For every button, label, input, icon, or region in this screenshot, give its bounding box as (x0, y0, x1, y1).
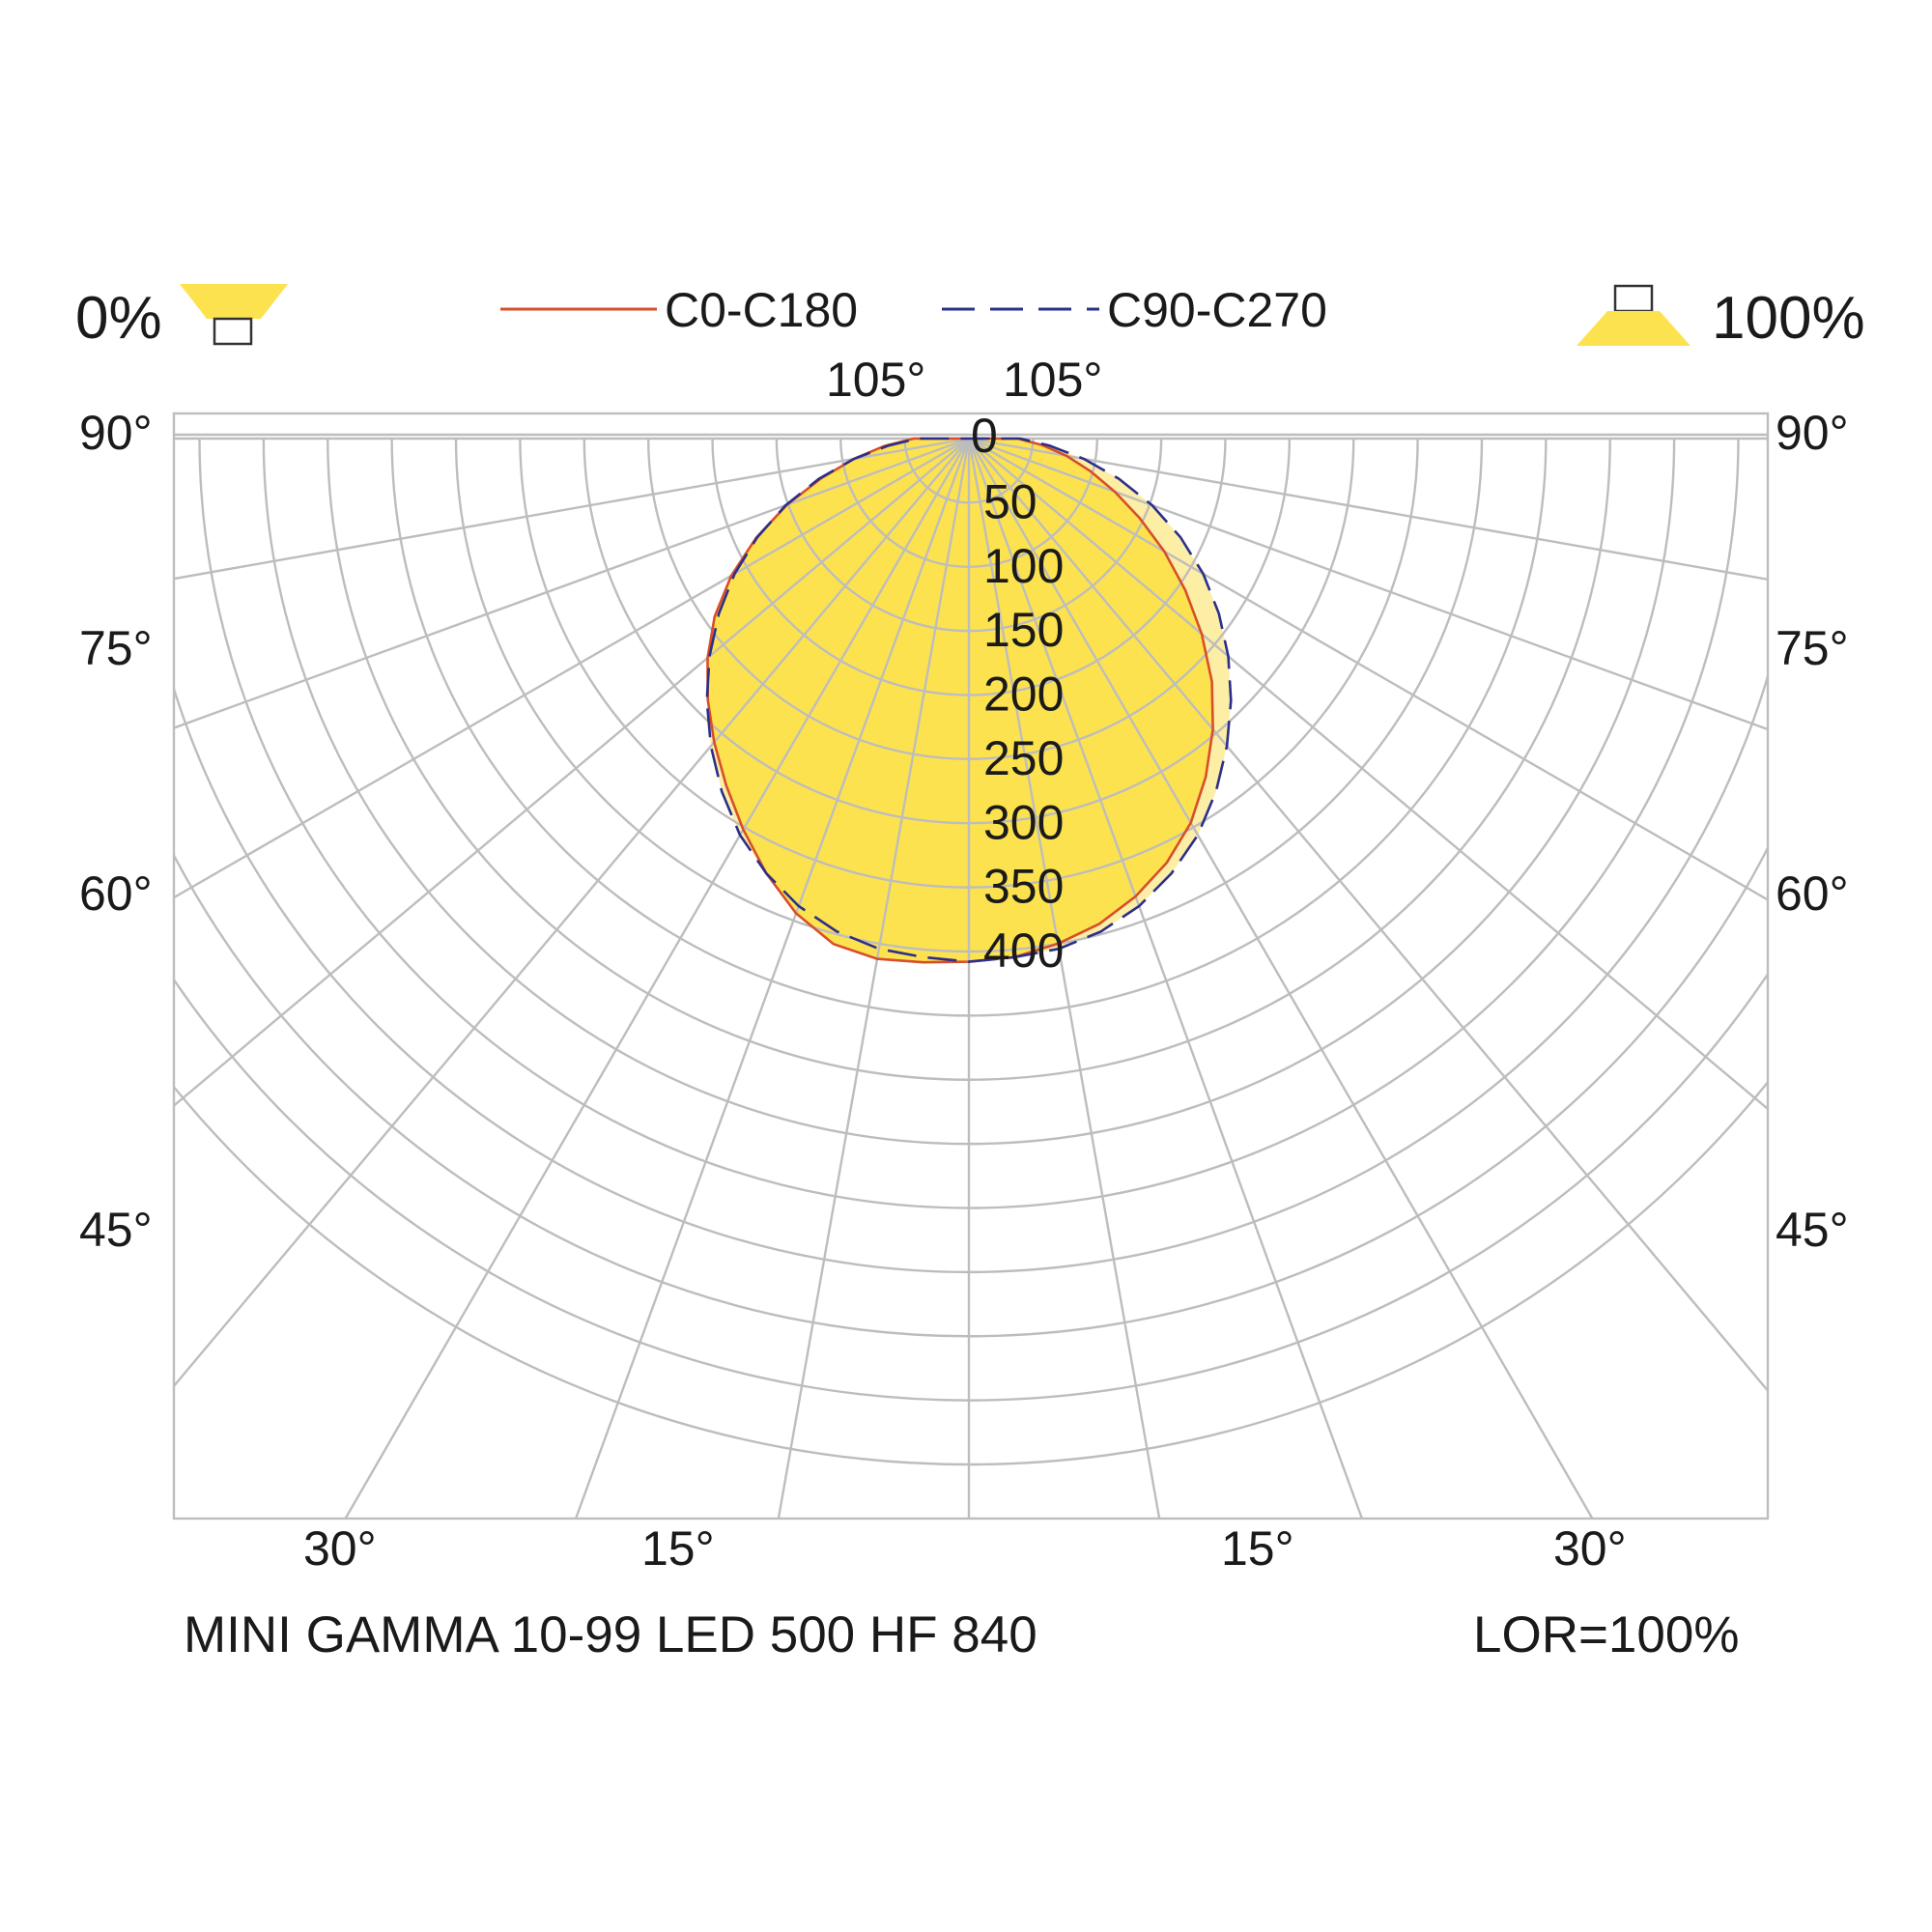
angle-label-bottom-30-right: 30° (1553, 1521, 1627, 1576)
luminaire-name: MINI GAMMA 10-99 LED 500 HF 840 (184, 1606, 1037, 1663)
radial-tick-label-300: 300 (983, 795, 1064, 849)
grid-spoke-10 (967, 438, 1161, 1519)
grid-spoke-50 (968, 438, 1768, 1111)
radial-tick-label-100: 100 (983, 539, 1064, 593)
polar-grid (174, 437, 1768, 1519)
angle-label-bottom-15-left: 15° (641, 1521, 715, 1576)
radial-tick-label-0: 0 (971, 409, 998, 463)
radial-tick-label-50: 50 (983, 474, 1037, 528)
grid-spoke--70 (174, 437, 970, 729)
radial-tick-labels: 0 50 100 150 200 250 300 350 400 (971, 409, 1064, 978)
grid-spoke--10 (777, 438, 971, 1519)
angle-label-right-75: 75° (1776, 621, 1849, 675)
grid-spoke-70 (968, 437, 1768, 731)
angle-label-left-60: 60° (79, 867, 153, 921)
radial-tick-label-150: 150 (983, 603, 1064, 657)
grid-spoke--30 (344, 438, 971, 1519)
grid-spoke-40 (968, 438, 1768, 1393)
curve-c90-c270 (705, 437, 1233, 963)
legend-label-c90-c270: C90-C270 (1107, 283, 1327, 337)
grid-spoke--50 (174, 438, 970, 1108)
radial-tick-label-350: 350 (983, 860, 1064, 914)
radial-tick-label-400: 400 (983, 923, 1064, 978)
angle-label-left-45: 45° (79, 1203, 153, 1257)
angle-label-bottom-30-left: 30° (303, 1521, 377, 1576)
grid-spoke-80 (968, 437, 1768, 582)
angle-label-left-75: 75° (79, 621, 153, 675)
distribution-curves (705, 437, 1233, 964)
grid-spoke--80 (174, 437, 970, 581)
angle-label-right-60: 60° (1776, 867, 1849, 921)
angle-label-top-left: 105° (826, 353, 925, 407)
upward-percent-label: 100% (1712, 285, 1865, 352)
downward-percent-label: 0% (75, 285, 162, 352)
grid-spoke--20 (574, 438, 971, 1519)
angle-label-right-90: 90° (1776, 406, 1849, 460)
angle-label-left-90: 90° (79, 406, 153, 460)
angle-label-top-right: 105° (1003, 353, 1102, 407)
grid-spoke-30 (967, 438, 1594, 1519)
legend-label-c0-c180: C0-C180 (665, 283, 858, 337)
angle-label-right-45: 45° (1776, 1203, 1849, 1257)
plot-frame (172, 412, 1770, 1520)
grid-spoke--60 (174, 437, 970, 899)
upward-luminaire-icon (1577, 284, 1690, 346)
radial-tick-label-200: 200 (983, 668, 1064, 722)
grid-spoke-20 (967, 438, 1364, 1519)
light-output-ratio: LOR=100% (1473, 1606, 1739, 1663)
grid-spoke--40 (174, 438, 970, 1388)
radial-tick-label-250: 250 (983, 731, 1064, 785)
downward-luminaire-icon (180, 284, 288, 346)
angle-label-bottom-15-right: 15° (1221, 1521, 1294, 1576)
plot-area: 0 50 100 150 200 250 300 350 400 (172, 409, 1770, 1520)
fill-c0-c180 (707, 439, 1213, 963)
